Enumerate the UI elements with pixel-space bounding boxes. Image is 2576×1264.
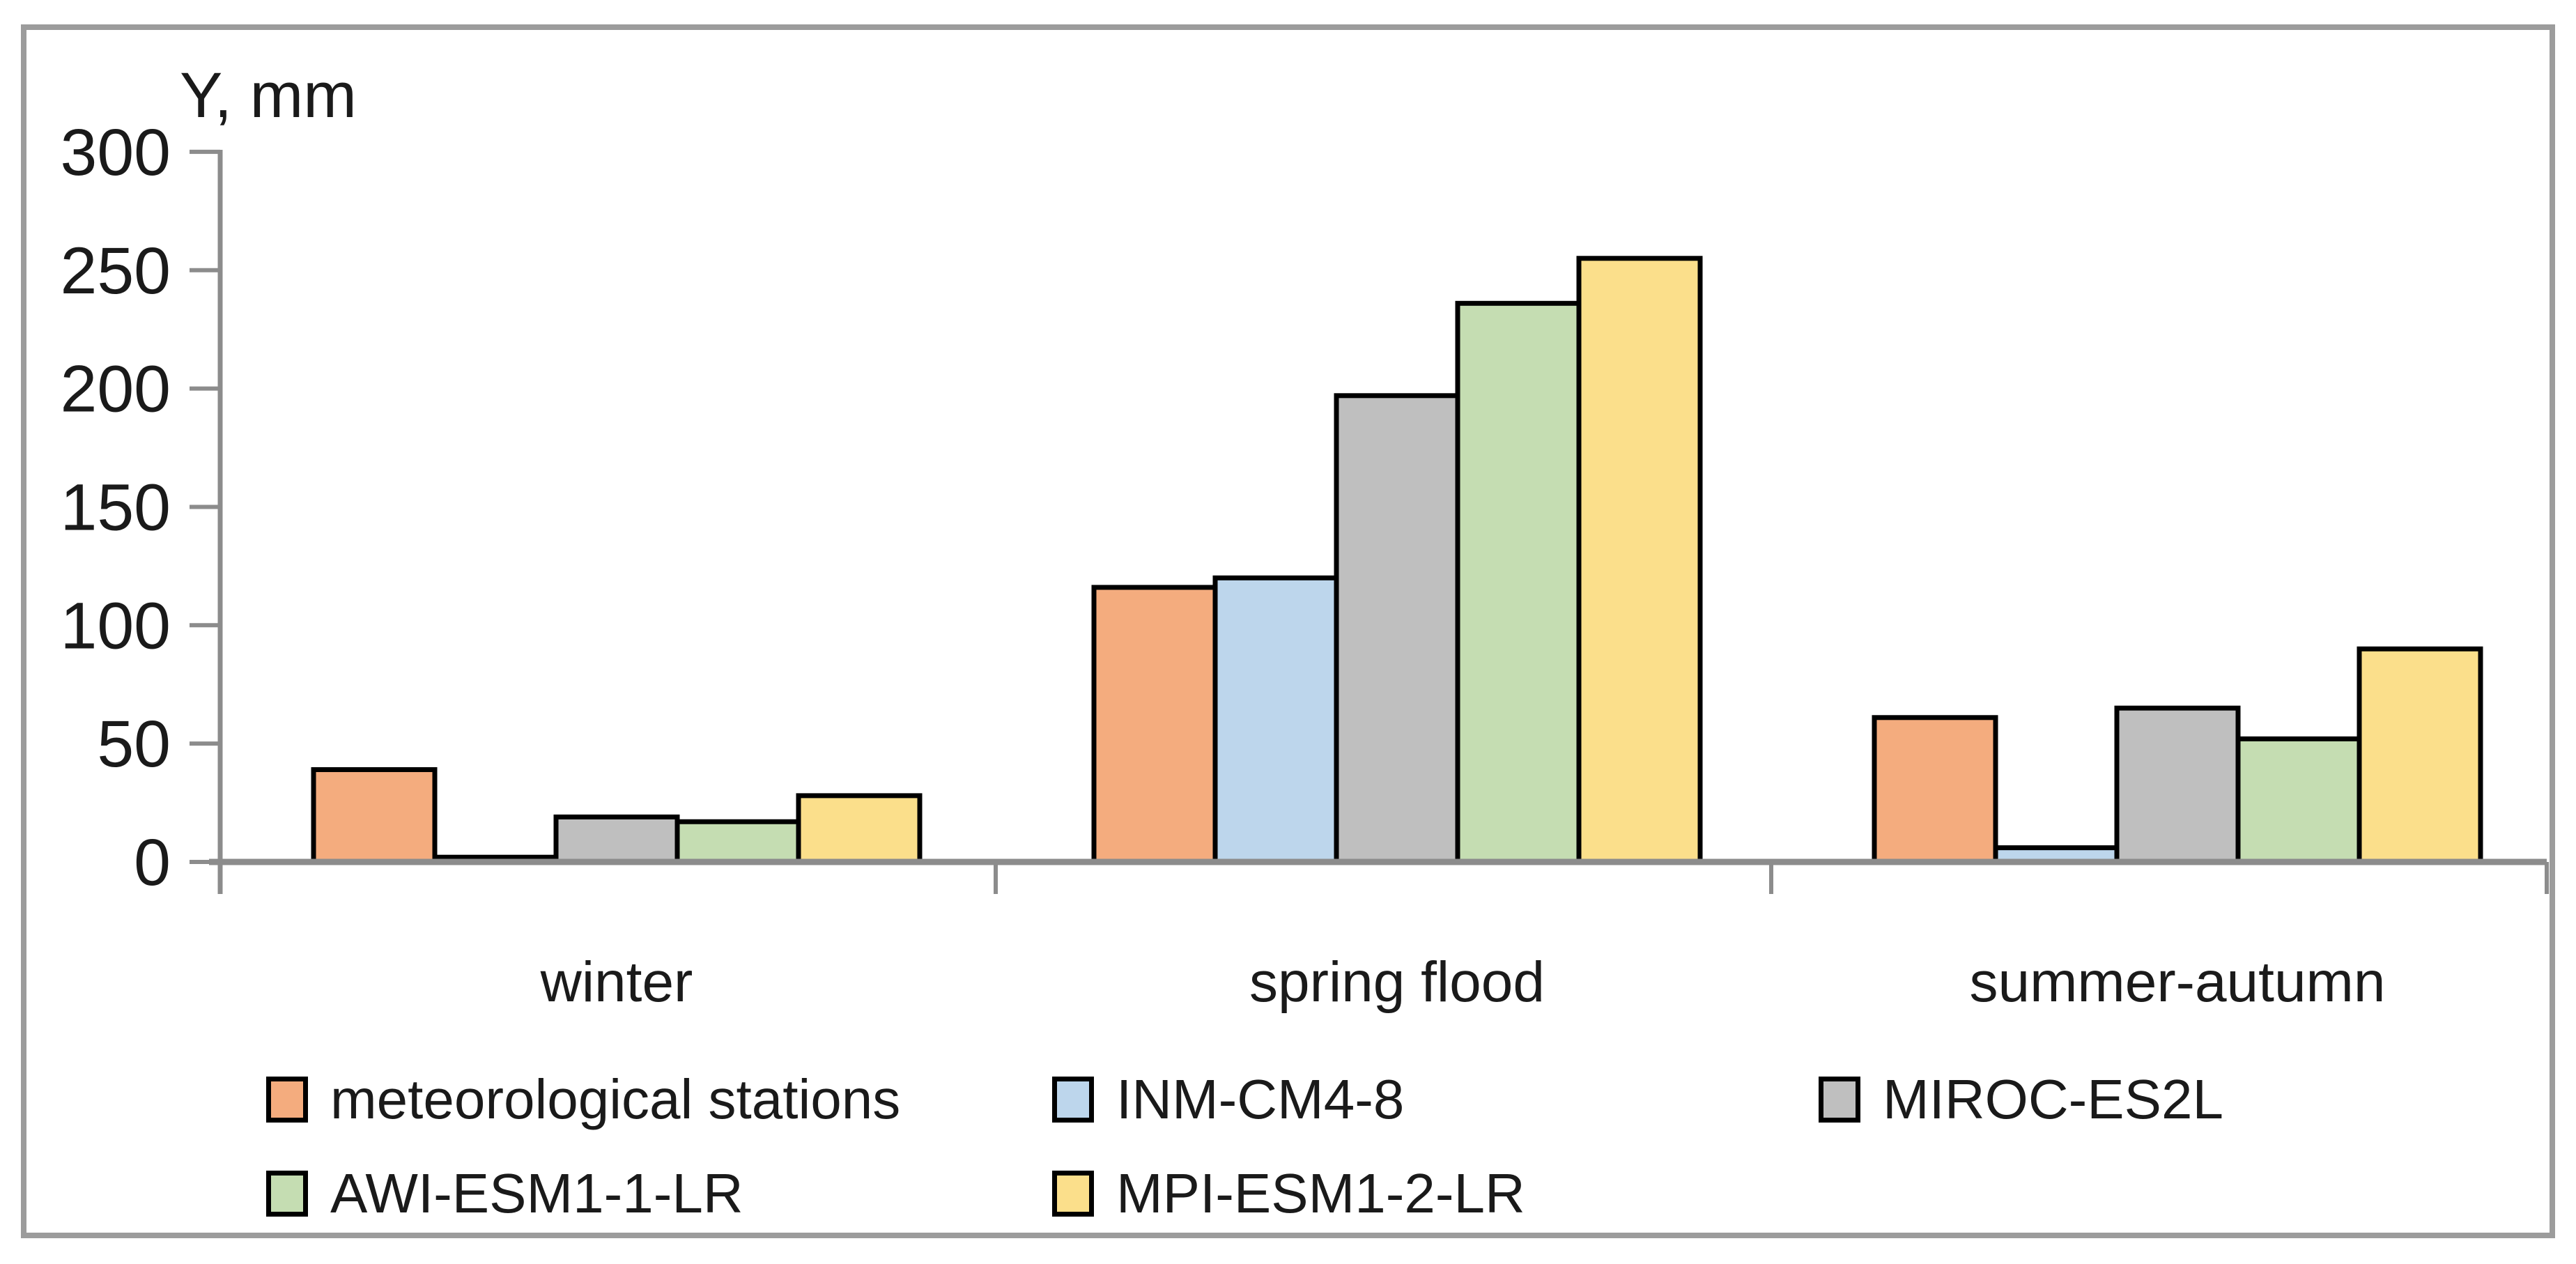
bar-winter-MPI-ESM1-2-LR bbox=[796, 793, 923, 865]
bar-spring-flood-INM-CM4-8 bbox=[1212, 575, 1339, 865]
category-label-spring-flood: spring flood bbox=[1249, 950, 1545, 1014]
bar-summer-autumn-meteorological-stations bbox=[1872, 715, 1998, 865]
category-label-summer-autumn: summer-autumn bbox=[1970, 950, 2386, 1014]
y-tick-label: 300 bbox=[60, 116, 171, 190]
ticks-layer: 0 50 100 150 200 250 300 winter spring flood summ… bbox=[60, 116, 2549, 1014]
bar-winter-AWI-ESM1-1-LR bbox=[674, 819, 801, 865]
category-label-winter: winter bbox=[540, 950, 693, 1014]
y-tick-label: 50 bbox=[97, 707, 171, 781]
bar-summer-autumn-AWI-ESM1-1-LR bbox=[2235, 736, 2362, 865]
y-tick-label: 100 bbox=[60, 589, 171, 663]
y-tick-label: 250 bbox=[60, 234, 171, 308]
bar-winter-MIROC-ES2L bbox=[553, 814, 680, 865]
bar-spring-flood-meteorological-stations bbox=[1091, 585, 1218, 865]
bar-spring-flood-MIROC-ES2L bbox=[1334, 393, 1460, 865]
bar-summer-autumn-MIROC-ES2L bbox=[2114, 705, 2241, 865]
bar-spring-flood-MPI-ESM1-2-LR bbox=[1576, 256, 1703, 865]
bar-summer-autumn-MPI-ESM1-2-LR bbox=[2357, 646, 2483, 865]
y-axis-title: Y, mm bbox=[180, 60, 357, 131]
y-tick-label: 0 bbox=[134, 826, 171, 900]
bars-layer bbox=[311, 256, 2483, 865]
bar-winter-meteorological-stations bbox=[311, 767, 438, 865]
y-tick-label: 200 bbox=[60, 353, 171, 426]
bar-spring-flood-AWI-ESM1-1-LR bbox=[1455, 300, 1582, 865]
y-tick-label: 150 bbox=[60, 470, 171, 544]
